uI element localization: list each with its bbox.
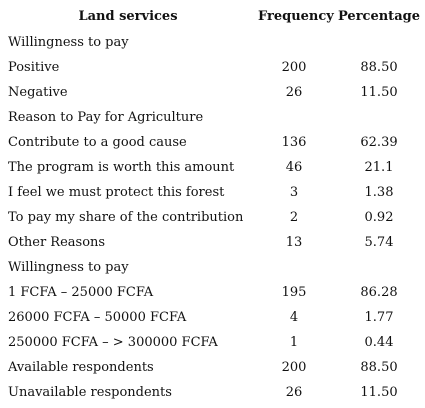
- table-cell: 1.77: [364, 310, 394, 325]
- table-cell: Available respondents: [8, 360, 154, 375]
- table-cell: 0.92: [364, 210, 394, 225]
- header-cell: Percentage: [338, 9, 420, 24]
- table-cell: I feel we must protect this forest: [8, 185, 225, 200]
- table-cell: 11.50: [360, 85, 398, 100]
- table-cell: Positive: [8, 60, 60, 75]
- table-cell: 11.50: [360, 385, 398, 400]
- table-cell: Other Reasons: [8, 235, 106, 250]
- table-cell: Unavailable respondents: [8, 385, 172, 400]
- table-cell: To pay my share of the contribution: [8, 210, 244, 225]
- table-cell: 4: [289, 310, 299, 325]
- table-cell: 26000 FCFA – 50000 FCFA: [8, 310, 187, 325]
- table-cell: Contribute to a good cause: [8, 135, 187, 150]
- table-cell: 1.38: [364, 185, 394, 200]
- table-cell: 1 FCFA – 25000 FCFA: [8, 285, 154, 300]
- table-cell: 195: [281, 285, 307, 300]
- table-cell: 86.28: [360, 285, 398, 300]
- table-cell: 200: [281, 60, 307, 75]
- table-cell: 1: [289, 335, 299, 350]
- table-cell: 88.50: [360, 360, 398, 375]
- table-cell: 26: [285, 85, 303, 100]
- table-cell: 0.44: [364, 335, 394, 350]
- section-label: Willingness to pay: [8, 260, 129, 275]
- table-cell: 21.1: [364, 160, 394, 175]
- table-cell: 26: [285, 385, 303, 400]
- table-cell: 13: [285, 235, 303, 250]
- header-cell: Frequency: [258, 9, 334, 24]
- table-cell: 46: [285, 160, 303, 175]
- table-cell: 62.39: [360, 135, 398, 150]
- table-cell: 3: [289, 185, 299, 200]
- table-cell: The program is worth this amount: [8, 160, 235, 175]
- table-cell: 200: [281, 360, 307, 375]
- section-label: Reason to Pay for Agriculture: [8, 110, 204, 125]
- table-cell: 5.74: [364, 235, 394, 250]
- header-cell: Land services: [78, 9, 178, 24]
- table-cell: 250000 FCFA – > 300000 FCFA: [8, 335, 218, 350]
- table-cell: Negative: [8, 85, 68, 100]
- section-label: Willingness to pay: [8, 35, 129, 50]
- table-cell: 2: [289, 210, 299, 225]
- table-cell: 88.50: [360, 60, 398, 75]
- table-cell: 136: [281, 135, 307, 150]
